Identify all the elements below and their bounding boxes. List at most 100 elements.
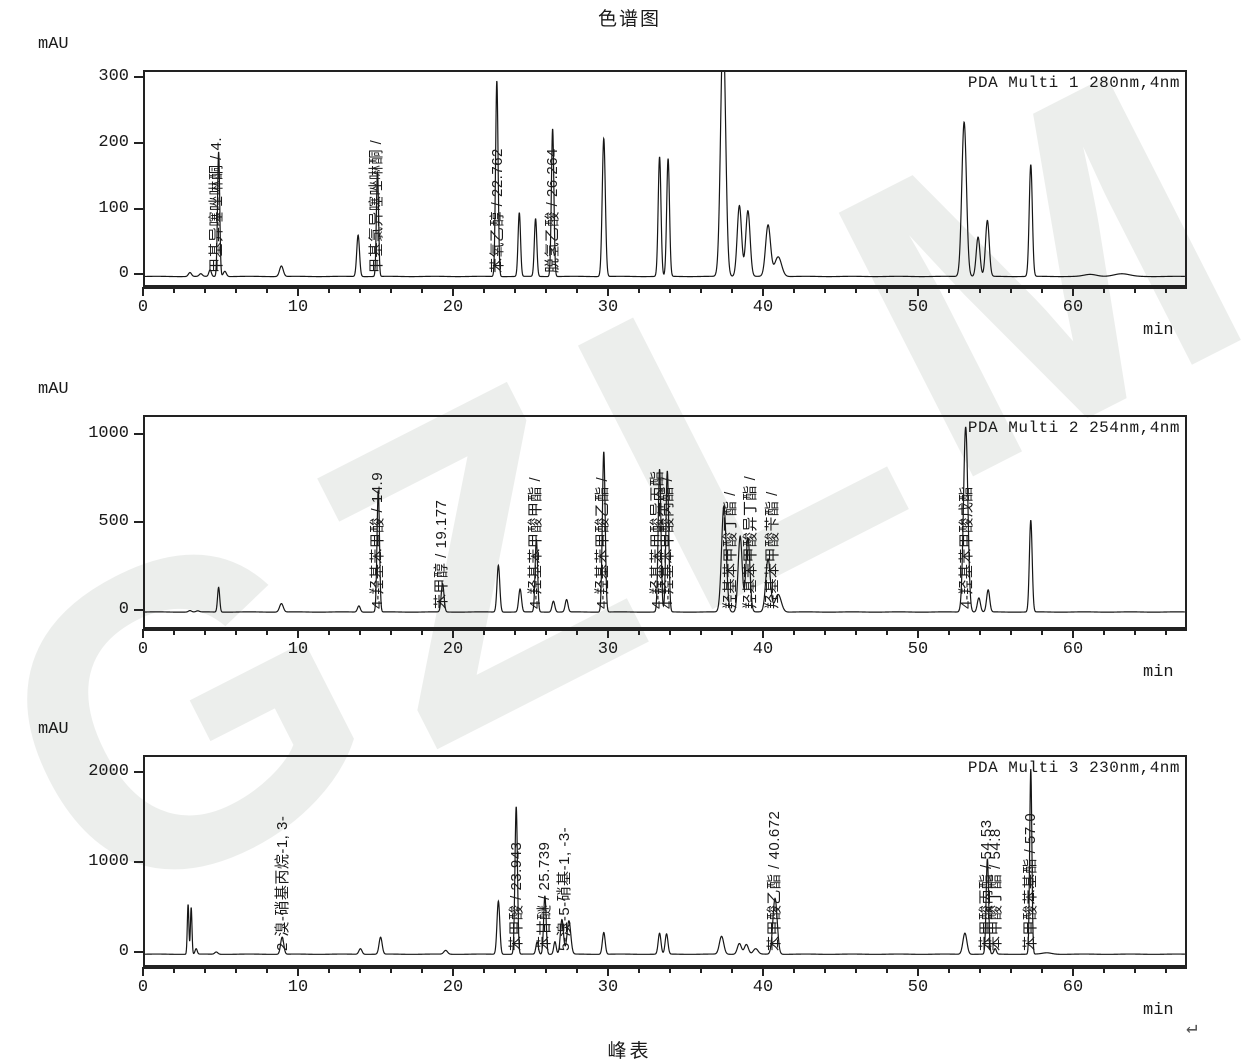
x-axis-tick: [482, 629, 485, 635]
x-axis-tick: [296, 629, 299, 638]
x-axis-tick: [142, 287, 144, 296]
x-axis-tick: [1009, 967, 1012, 973]
x-axis-tick: [947, 287, 950, 293]
x-axis-tick: [885, 287, 888, 293]
x-axis-tick: [854, 967, 857, 973]
y-axis-tick-label: 0: [118, 600, 129, 619]
x-axis-tick: [606, 287, 609, 296]
peak-label: 苯氧乙醇 / 22.762: [489, 148, 507, 274]
x-axis-tick: [1071, 629, 1074, 638]
x-axis-tick: [699, 967, 702, 973]
x-axis-tick: [1164, 287, 1167, 293]
x-axis-tick-label: 30: [597, 978, 619, 997]
y-axis-unit: mAU: [38, 380, 69, 399]
y-axis-tick: [134, 432, 143, 435]
x-axis-tick: [1071, 967, 1074, 976]
x-axis-tick-label: 60: [1062, 978, 1084, 997]
x-axis-tick-label: 30: [597, 640, 619, 659]
x-axis-tick: [203, 629, 206, 635]
x-axis-tick-label: 50: [907, 978, 929, 997]
x-axis-tick: [978, 967, 981, 973]
x-axis-tick: [296, 967, 299, 976]
peak-label: 苯甲酸乙酯 / 40.672: [766, 810, 784, 952]
x-axis-tick: [1040, 629, 1043, 635]
x-axis-tick: [358, 629, 361, 635]
x-axis-tick: [1164, 967, 1167, 973]
x-axis-tick: [482, 287, 485, 293]
y-axis-tick: [134, 609, 143, 611]
x-axis-tick: [327, 967, 330, 973]
x-axis-tick: [916, 287, 919, 296]
peak-label: 苯甲酸丁酯 / 54.8: [986, 828, 1004, 952]
y-axis-tick: [134, 520, 143, 523]
x-axis-tick: [668, 967, 671, 973]
x-axis-tick-label: 10: [287, 298, 309, 317]
peak-label: 苯甘醚 / 25.739: [536, 841, 554, 952]
x-axis-tick: [482, 967, 485, 973]
x-axis-tick: [606, 967, 609, 976]
detector-label: PDA Multi 2 254nm,4nm: [967, 419, 1180, 437]
peak-label: 甲基异噻唑啉酮 / 4.: [208, 137, 226, 274]
x-axis-tick: [1133, 287, 1136, 293]
x-axis-tick-label: 20: [442, 640, 464, 659]
y-axis-tick: [134, 861, 143, 864]
peak-label: 羟基苯甲酸苄酯 /: [764, 491, 782, 609]
x-axis-tick: [1102, 629, 1105, 635]
x-axis-tick: [513, 629, 516, 635]
x-axis-tick: [1040, 967, 1043, 973]
y-axis-tick: [134, 771, 143, 774]
x-axis-tick: [637, 629, 640, 635]
peak-label: 甲基氯异噻唑啉酮 /: [368, 140, 386, 274]
x-axis-tick: [978, 287, 981, 293]
x-axis-tick: [420, 967, 423, 973]
x-axis-tick-label: 50: [907, 640, 929, 659]
x-axis-tick: [637, 287, 640, 293]
peak-label: 4-羟基苯甲酸 / 14.9: [368, 471, 386, 609]
y-axis-tick-label: 0: [118, 942, 129, 962]
x-axis-unit: min: [1143, 663, 1174, 682]
x-axis-tick: [606, 629, 609, 638]
y-axis-tick-label: 100: [98, 198, 129, 218]
x-axis-tick: [451, 967, 454, 976]
y-axis-tick: [134, 141, 143, 144]
x-axis-tick: [513, 967, 516, 973]
x-axis-tick: [575, 287, 578, 293]
x-axis-tick: [172, 287, 175, 293]
x-axis-tick: [761, 629, 764, 638]
x-axis-tick-label: 40: [752, 298, 774, 317]
x-axis-tick: [1164, 629, 1167, 635]
x-axis-tick: [1009, 287, 1012, 293]
x-axis-tick: [947, 629, 950, 635]
x-axis-tick: [203, 287, 206, 293]
x-axis-tick: [142, 629, 144, 638]
y-axis-unit: mAU: [38, 35, 69, 54]
x-axis-tick: [1102, 287, 1105, 293]
x-axis-tick: [761, 967, 764, 976]
peak-label: 4-羟基苯甲酸甲酯 /: [527, 476, 544, 609]
x-axis-tick: [792, 967, 795, 973]
x-axis-tick: [265, 287, 268, 293]
x-axis-tick: [1102, 967, 1105, 973]
peak-label: 4-羟基苯甲酸戊酯: [957, 486, 975, 609]
y-axis-tick-label: 200: [98, 132, 129, 152]
x-axis-tick: [885, 967, 888, 973]
x-axis-unit: min: [1143, 321, 1174, 340]
peak-label: 苯甲酸苯基酯 / 57.0: [1022, 813, 1040, 952]
x-axis-tick: [327, 287, 330, 293]
y-axis-tick-label: 1000: [88, 852, 129, 872]
peak-label: 4-羟基苯甲酸丙酯 /: [658, 476, 676, 609]
x-axis-tick: [575, 629, 578, 635]
plot-area: PDA Multi 1 280nm,4nm 甲基异噻唑啉酮 / 4. 甲基氯异噻唑啉…: [143, 70, 1187, 289]
x-axis-tick: [1133, 967, 1136, 973]
x-axis-tick: [978, 629, 981, 635]
peak-label: 苯甲酸 / 23.943: [507, 841, 525, 952]
x-axis-tick: [730, 287, 733, 293]
y-axis-unit: mAU: [38, 720, 69, 739]
x-axis-tick: [792, 287, 795, 293]
x-axis-tick: [730, 967, 733, 973]
x-axis-tick: [1040, 287, 1043, 293]
x-axis-tick: [637, 967, 640, 973]
y-axis-tick: [134, 951, 143, 954]
x-axis-tick-label: 0: [137, 298, 149, 317]
x-axis-tick-label: 10: [287, 978, 309, 997]
